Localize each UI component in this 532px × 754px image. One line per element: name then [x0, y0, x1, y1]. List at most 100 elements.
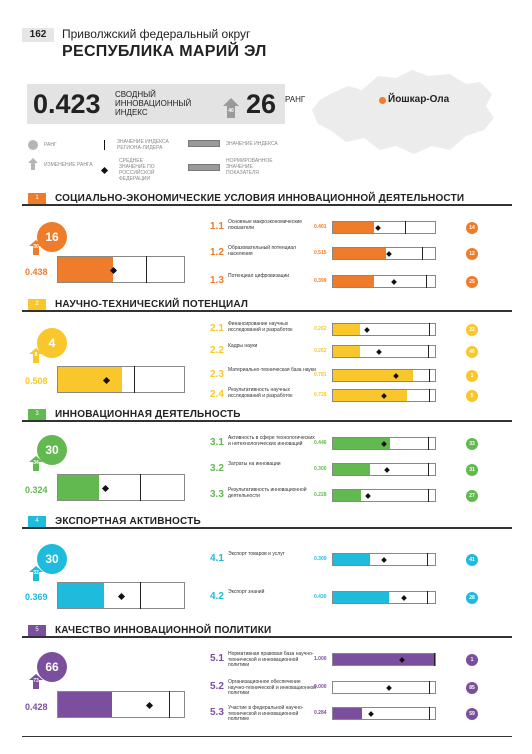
- indicator-row: 1.2 Образовательный потенциал населения 0.…: [210, 245, 490, 260]
- indicator-average-marker: [386, 685, 392, 691]
- section-leader-line: [139, 474, 141, 501]
- indicator-leader-line: [427, 345, 429, 358]
- section-rank-circle: 4: [37, 328, 67, 358]
- indicator-average-marker: [363, 327, 370, 333]
- indicator-bar: [332, 221, 436, 234]
- indicator-fill: [333, 248, 386, 259]
- indicator-leader-line: [428, 681, 430, 694]
- section-rank-circle: 66: [37, 652, 67, 682]
- section-rank-circle: 30: [37, 435, 67, 465]
- indicator-rank-badge: 59: [466, 708, 478, 720]
- section-index-bar: [57, 474, 185, 501]
- summary-index-label: СВОДНЫЙ ИННОВАЦИОННЫЙ ИНДЕКС: [115, 90, 192, 117]
- indicator-rank-badge: 27: [466, 490, 478, 502]
- indicator-label: Нормативная правовая база научно-техниче…: [228, 651, 314, 668]
- indicator-fill: [333, 438, 390, 449]
- indicator-leader-line: [426, 553, 428, 566]
- section-rank-change: 8: [34, 352, 38, 358]
- indicator-bar: [332, 707, 436, 720]
- indicator-leader-line: [428, 369, 430, 382]
- district-name: Приволжский федеральный округ: [62, 27, 251, 41]
- section-rank-circle: 30: [37, 544, 67, 574]
- capital-label: Йошкар-Ола: [388, 94, 450, 105]
- rank-change-arrow-icon: 8: [29, 348, 43, 363]
- section-index-bar: [57, 691, 185, 718]
- section-leader-line: [139, 582, 141, 609]
- legend-rank: РАНГ: [28, 140, 96, 150]
- indicator-value: 0.401: [314, 224, 327, 230]
- legend: РАНГ ЗНАЧЕНИЕ ИНДЕКСА РЕГИОНА-ЛИДЕРА ЗНА…: [22, 138, 322, 188]
- indicator-fill: [333, 708, 362, 719]
- indicator-value: 0.262: [314, 326, 327, 332]
- indicator-bar: [332, 653, 436, 666]
- indicator-value: 0.515: [314, 250, 327, 256]
- indicator-rank-badge: 12: [466, 248, 478, 260]
- section-leader-line: [133, 366, 135, 393]
- indicator-label: Затраты на инновации: [228, 461, 281, 467]
- indicator-fill: [333, 390, 408, 401]
- section-index-bar: [57, 366, 185, 393]
- indicator-average-marker: [401, 595, 408, 601]
- indicator-number: 1.1: [210, 221, 224, 232]
- indicator-bar: [332, 369, 436, 382]
- indicator-leader-line: [428, 323, 430, 336]
- rank-change-arrow-icon: 32: [29, 566, 43, 581]
- section-title: НАУЧНО-ТЕХНИЧЕСКИЙ ПОТЕНЦИАЛ: [55, 299, 249, 310]
- indicator-row: 5.2 Организационное обеспечение научно-те…: [210, 679, 490, 696]
- indicator-row: 3.2 Затраты на инновации 0.300 31: [210, 461, 490, 476]
- indicator-leader-line: [425, 275, 427, 288]
- indicator-fill: [333, 222, 374, 233]
- section-number: 5: [28, 625, 46, 636]
- indicator-bar: [332, 323, 436, 336]
- rank-change-arrow-icon: 30: [29, 240, 43, 255]
- indicator-row: 1.1 Основные макроэкономические показател…: [210, 219, 490, 234]
- indicator-leader-line: [421, 247, 423, 260]
- indicator-bar: [332, 553, 436, 566]
- indicator-row: 4.1 Экспорт товаров и услуг 0.309 41: [210, 551, 490, 566]
- indicator-number: 1.2: [210, 247, 224, 258]
- indicator-number: 4.2: [210, 591, 224, 602]
- indicator-label: Потенциал цифровизации: [228, 273, 290, 279]
- indicator-number: 4.1: [210, 553, 224, 564]
- section-index-fill: [58, 692, 112, 717]
- indicator-value: 0.726: [314, 392, 327, 398]
- indicator-rank-badge: 1: [466, 370, 478, 382]
- indicator-rank-badge: 41: [466, 554, 478, 566]
- indicator-bar: [332, 389, 436, 402]
- legend-average: СРЕДНЕЕ ЗНАЧЕНИЕ ПО РОССИЙСКОЙ ФЕДЕРАЦИИ: [96, 158, 171, 182]
- indicator-label: Материально-техническая база науки: [228, 367, 316, 373]
- legend-index: ЗНАЧЕНИЕ ИНДЕКСА: [188, 140, 278, 147]
- section-index-value: 0.369: [25, 592, 48, 602]
- indicator-row: 2.2 Кадры науки 0.262 46: [210, 343, 490, 358]
- indicator-average-marker: [386, 251, 392, 257]
- indicator-number: 5.3: [210, 707, 224, 718]
- indicator-rank-badge: 31: [466, 464, 478, 476]
- summary-rank-label: РАНГ: [285, 95, 306, 104]
- indicator-bar: [332, 591, 436, 604]
- indicator-value: 0.446: [314, 440, 327, 446]
- indicator-value: 0.000: [314, 684, 327, 690]
- indicator-number: 1.3: [210, 275, 224, 286]
- indicator-label: Экспорт товаров и услуг: [228, 551, 285, 557]
- indicator-row: 2.3 Материально-техническая база науки 0.7…: [210, 367, 490, 382]
- indicator-value: 0.262: [314, 348, 327, 354]
- indicator-value: 0.300: [314, 466, 327, 472]
- section-index-bar: [57, 582, 185, 609]
- legend-normalized: НОРМИРОВАННОЕ ЗНАЧЕНИЕ ПОКАЗАТЕЛЯ: [188, 158, 278, 176]
- indicator-average-marker: [381, 557, 387, 563]
- bottom-divider: [22, 736, 512, 737]
- indicator-label: Кадры науки: [228, 343, 258, 349]
- indicator-bar: [332, 275, 436, 288]
- indicator-bar: [332, 437, 436, 450]
- average-diamond-icon: [100, 166, 109, 174]
- summary-rank-change: 40: [228, 108, 234, 114]
- indicator-row: 5.3 Участие в федеральной научно-техничес…: [210, 705, 490, 722]
- section-number: 3: [28, 409, 46, 420]
- section-number: 4: [28, 516, 46, 527]
- indicator-rank-badge: 5: [466, 390, 478, 402]
- indicator-leader-line: [427, 463, 429, 476]
- indicator-label: Образовательный потенциал населения: [228, 245, 296, 257]
- indicator-number: 5.1: [210, 653, 224, 664]
- section-header: 4 ЭКСПОРТНАЯ АКТИВНОСТЬ: [22, 515, 512, 529]
- section-index-fill: [58, 257, 114, 282]
